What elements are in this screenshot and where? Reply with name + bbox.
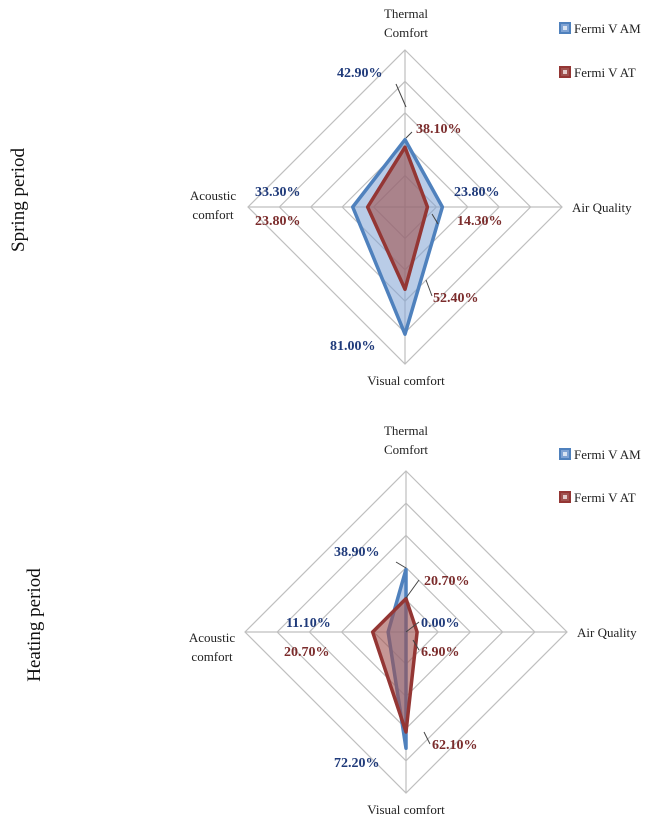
data-label-fermi-v-am-visual-comfort: 81.00% (330, 339, 376, 354)
data-label-fermi-v-am-acoustic-comfort: 33.30% (255, 185, 301, 200)
legend-text: Fermi V AT (574, 65, 636, 80)
data-label-fermi-v-at-visual-comfort: 52.40% (433, 291, 479, 306)
data-label-fermi-v-at-acoustic-comfort: 20.70% (284, 645, 330, 660)
leader-line-1 (395, 83, 407, 108)
leader-line-5 (423, 731, 431, 745)
axis-label-acoustic-comfort: Acoustic comfort (190, 188, 236, 222)
data-label-fermi-v-at-thermal-comfort: 20.70% (424, 574, 470, 589)
leader-line-2 (405, 579, 420, 599)
legend-item-fermi-v-am: Fermi V AM (559, 447, 641, 462)
axis-label-line: Thermal (384, 6, 428, 21)
legend-item-fermi-v-at: Fermi V AT (559, 490, 636, 505)
axis-label-thermal-comfort: Thermal Comfort (384, 6, 428, 40)
axis-label-acoustic-comfort: Acoustic comfort (189, 630, 235, 664)
legend-swatch-highlight (563, 452, 567, 456)
period-label: Heating period (24, 568, 45, 682)
legend-text: Fermi V AM (574, 21, 641, 36)
data-label-fermi-v-am-acoustic-comfort: 11.10% (286, 616, 331, 631)
axis-label-line: Thermal (384, 423, 428, 438)
data-label-fermi-v-am-air-quality: 23.80% (454, 185, 500, 200)
leader-line-4 (425, 279, 433, 297)
axis-label-line: comfort (191, 649, 233, 664)
axis-label-line: Acoustic (189, 630, 235, 645)
data-label-fermi-v-at-acoustic-comfort: 23.80% (255, 214, 301, 229)
data-label-fermi-v-am-air-quality: 0.00% (421, 616, 460, 631)
axis-label-thermal-comfort: Thermal Comfort (384, 423, 428, 457)
series-area-fermi-v-at (370, 596, 419, 734)
axis-label-line: Comfort (384, 442, 428, 457)
leader-line-3 (405, 621, 420, 633)
legend-item-fermi-v-at: Fermi V AT (559, 65, 636, 80)
data-label-fermi-v-at-air-quality: 14.30% (457, 214, 503, 229)
radar-chart-heating-period: 38.90% 0.00% 72.20% 11.10% 20.70% 6.90% 62.10%… (24, 423, 641, 817)
axis-label-line: Comfort (384, 25, 428, 40)
axis-label-air-quality: Air Quality (572, 200, 632, 215)
data-label-fermi-v-am-thermal-comfort: 38.90% (334, 545, 380, 560)
axis-label-visual-comfort: Visual comfort (367, 802, 445, 817)
axis-label-air-quality: Air Quality (577, 625, 637, 640)
legend-swatch-highlight (563, 495, 567, 499)
series-area-fermi-v-at (365, 145, 430, 292)
legend-swatch-highlight (563, 26, 567, 30)
legend-swatch-highlight (563, 70, 567, 74)
leader-line-2 (405, 131, 413, 139)
period-label: Spring period (8, 148, 29, 252)
legend-item-fermi-v-am: Fermi V AM (559, 21, 641, 36)
data-label-fermi-v-at-air-quality: 6.90% (421, 645, 460, 660)
data-label-fermi-v-am-visual-comfort: 72.20% (334, 756, 380, 771)
axis-label-line: Visual comfort (367, 373, 445, 388)
data-label-fermi-v-at-thermal-comfort: 38.10% (416, 122, 462, 137)
axis-label-line: Air Quality (577, 625, 637, 640)
data-label-fermi-v-at-visual-comfort: 62.10% (432, 738, 478, 753)
axis-label-line: Visual comfort (367, 802, 445, 817)
axis-label-visual-comfort: Visual comfort (367, 373, 445, 388)
data-label-fermi-v-am-thermal-comfort: 42.90% (337, 66, 383, 81)
legend-text: Fermi V AT (574, 490, 636, 505)
axis-label-line: Acoustic (190, 188, 236, 203)
radar-chart-spring-period: 42.90% 23.80% 81.00% 33.30% 38.10% 14.30% 52.4… (8, 6, 641, 388)
leader-line-3 (431, 213, 439, 225)
axis-label-line: Air Quality (572, 200, 632, 215)
leader-line-1 (395, 561, 407, 569)
axis-label-line: comfort (192, 207, 234, 222)
legend-text: Fermi V AM (574, 447, 641, 462)
leader-line-4 (412, 639, 420, 651)
